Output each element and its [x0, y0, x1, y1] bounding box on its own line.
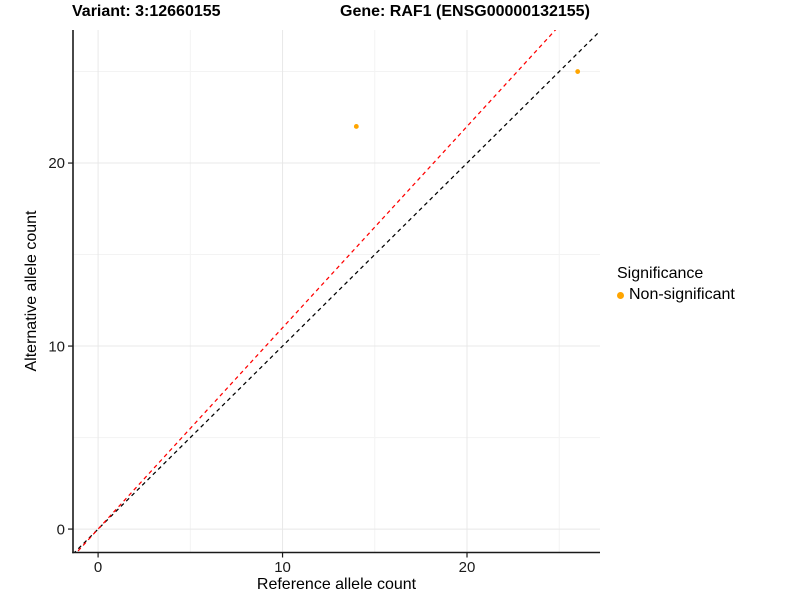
legend-item-non-significant: Non-significant — [617, 286, 735, 304]
x-axis-label: Reference allele count — [256, 576, 417, 593]
identity-line — [73, 30, 600, 553]
x-tick-label: 10 — [274, 559, 291, 576]
y-tick-label: 0 — [57, 521, 65, 538]
legend-title: Significance — [617, 265, 704, 282]
y-tick-label: 10 — [48, 338, 65, 355]
y-axis-label: Alternative allele count — [23, 210, 40, 372]
data-point — [353, 124, 359, 129]
legend-item-label: Non-significant — [629, 286, 735, 303]
plot-title-variant: Variant: 3:12660155 — [72, 3, 221, 20]
fitted-line — [75, 30, 557, 553]
legend: Significance Non-significant — [617, 265, 735, 304]
y-tick-label: 20 — [48, 155, 65, 172]
x-tick-label: 20 — [459, 559, 476, 576]
x-tick-label: 0 — [94, 559, 102, 576]
plot-title-gene: Gene: RAF1 (ENSG00000132155) — [340, 3, 590, 20]
legend-point-icon — [617, 291, 624, 299]
data-point — [575, 69, 581, 74]
